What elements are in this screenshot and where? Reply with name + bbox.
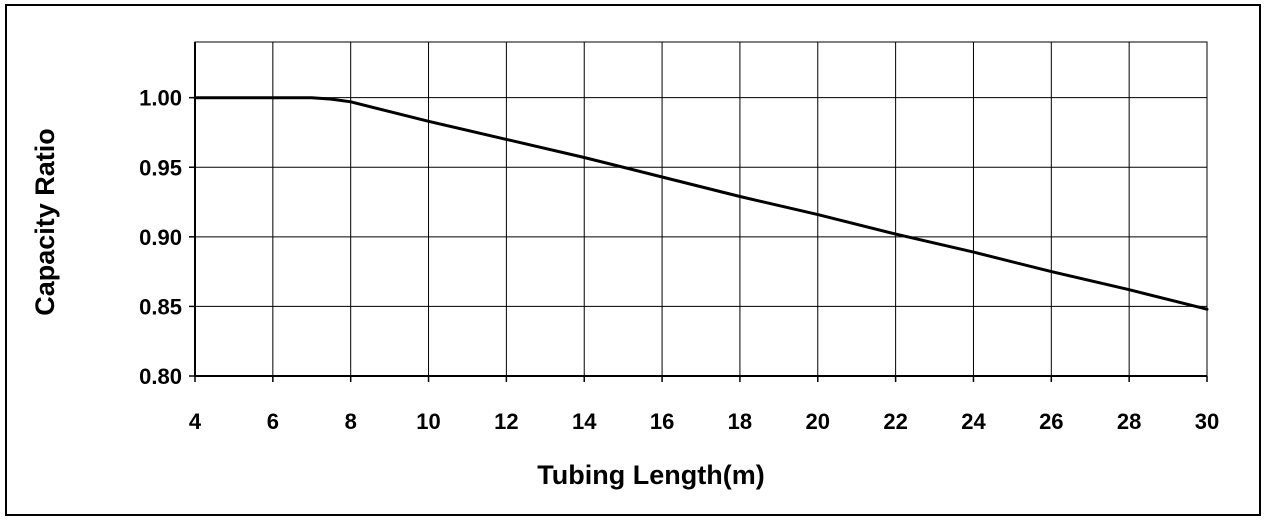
x-tick-label: 24 xyxy=(961,409,986,434)
x-tick-label: 18 xyxy=(728,409,752,434)
y-axis-title: Capacity Ratio xyxy=(30,128,60,316)
y-tick-labels: 0.80 0.85 0.90 0.95 1.00 xyxy=(139,86,182,389)
x-tick-label: 8 xyxy=(345,409,357,434)
capacity-ratio-line xyxy=(193,96,1209,311)
series-layer xyxy=(193,96,1209,311)
x-tick-label: 22 xyxy=(883,409,907,434)
x-tick-label: 28 xyxy=(1117,409,1141,434)
plot-border xyxy=(194,41,1208,377)
x-tick-label: 4 xyxy=(189,409,202,434)
y-tick-label: 0.85 xyxy=(139,294,182,319)
y-tick-label: 1.00 xyxy=(139,86,182,111)
x-tick-label: 10 xyxy=(416,409,440,434)
x-tick-label: 12 xyxy=(494,409,518,434)
plot-area xyxy=(194,41,1208,377)
y-tick-label: 0.90 xyxy=(139,225,182,250)
x-tick-label: 14 xyxy=(572,409,597,434)
y-tick-label: 0.95 xyxy=(139,155,182,180)
x-tick-label: 26 xyxy=(1039,409,1063,434)
x-tick-labels: 4 6 8 10 12 14 16 18 20 22 24 26 28 30 xyxy=(189,409,1219,434)
x-tick-label: 20 xyxy=(806,409,830,434)
y-tick-label: 0.80 xyxy=(139,364,182,389)
x-axis-title: Tubing Length(m) xyxy=(537,460,764,490)
x-tick-label: 6 xyxy=(267,409,279,434)
x-tick-label: 16 xyxy=(650,409,674,434)
x-tick-label: 30 xyxy=(1195,409,1219,434)
